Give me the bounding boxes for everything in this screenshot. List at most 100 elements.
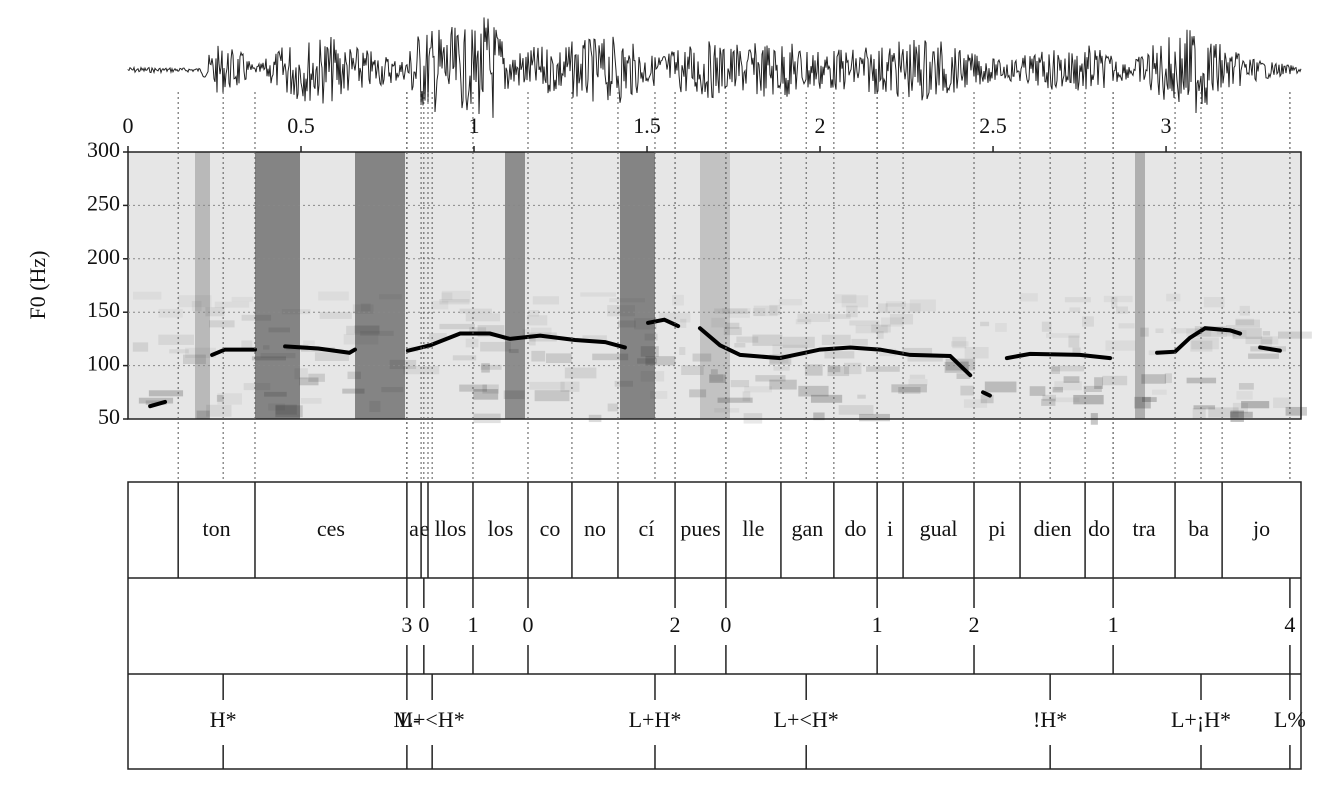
energy-blob (980, 321, 990, 327)
energy-blob (360, 330, 394, 336)
energy-blob (650, 390, 668, 399)
energy-blob (841, 295, 869, 308)
energy-blob (753, 305, 778, 317)
energy-blob (452, 355, 477, 361)
energy-blob (980, 394, 994, 404)
spectrogram (128, 152, 1301, 419)
energy-blob (1262, 331, 1271, 336)
energy-blob (1046, 333, 1080, 338)
energy-blob (132, 291, 162, 300)
energy-blob (580, 292, 617, 297)
energy-blob (319, 311, 352, 319)
y-axis-title: F0 (Hz) (25, 250, 50, 319)
energy-blob (1235, 318, 1255, 326)
energy-blob (303, 340, 315, 346)
x-tick-label: 2 (815, 113, 826, 138)
break-label: 1 (872, 612, 883, 637)
energy-blob (1232, 402, 1249, 414)
energy-blob (1203, 296, 1225, 308)
energy-blob (1068, 335, 1080, 348)
energy-blob (1277, 331, 1312, 339)
energy-blob (582, 335, 607, 341)
energy-blob (672, 294, 684, 306)
energy-blob (728, 311, 750, 318)
energy-blob (881, 317, 904, 327)
energy-blob (1192, 408, 1206, 419)
energy-blob (354, 325, 380, 334)
energy-blob (821, 334, 851, 346)
energy-blob (1042, 394, 1056, 401)
energy-blob (709, 374, 727, 384)
energy-band (505, 152, 525, 419)
energy-blob (995, 323, 1007, 332)
energy-blob (744, 386, 773, 393)
energy-blob (308, 373, 325, 382)
energy-blob (148, 390, 184, 397)
energy-blob (857, 394, 866, 399)
energy-blob (299, 377, 319, 386)
energy-band (355, 152, 405, 419)
syllable-label: pues (680, 516, 720, 541)
syllable-label: gan (792, 516, 824, 541)
energy-blob (132, 342, 149, 352)
energy-blob (1238, 383, 1254, 390)
syllable-label: ba (1188, 516, 1209, 541)
energy-blob (742, 391, 751, 402)
energy-blob (709, 374, 724, 382)
energy-blob (956, 373, 970, 379)
energy-blob (804, 364, 823, 376)
energy-blob (379, 294, 402, 300)
energy-blob (734, 343, 746, 348)
energy-blob (318, 291, 349, 301)
energy-blob (755, 375, 786, 382)
syllable-label: tra (1132, 516, 1155, 541)
energy-blob (251, 356, 286, 361)
energy-blob (480, 341, 511, 352)
energy-blob (877, 303, 888, 313)
energy-blob (778, 299, 803, 306)
energy-blob (607, 403, 618, 412)
energy-blob (439, 323, 475, 330)
break-label: 0 (522, 612, 533, 637)
energy-blob (360, 303, 371, 312)
energy-blob (844, 362, 862, 375)
energy-blob (534, 390, 570, 402)
energy-blob (1216, 329, 1235, 335)
energy-blob (909, 299, 936, 312)
energy-blob (441, 290, 471, 303)
energy-blob (439, 298, 470, 305)
energy-blob (196, 410, 210, 419)
break-label: 3 (401, 612, 412, 637)
energy-blob (1029, 386, 1046, 396)
energy-blob (183, 354, 206, 365)
energy-blob (866, 366, 900, 372)
energy-blob (838, 405, 874, 415)
energy-blob (752, 334, 783, 346)
energy-blob (185, 347, 216, 358)
energy-blob (889, 314, 914, 325)
energy-blob (1082, 316, 1094, 327)
energy-blob (1142, 397, 1157, 402)
tone-label: M- (393, 707, 420, 732)
energy-blob (1069, 307, 1081, 313)
energy-blob (963, 399, 988, 408)
energy-blob (736, 336, 759, 343)
energy-blob (773, 366, 790, 371)
energy-blob (1248, 353, 1279, 359)
y-tick-label: 200 (87, 244, 120, 269)
energy-blob (797, 313, 830, 323)
energy-blob (1041, 321, 1052, 332)
energy-blob (481, 363, 490, 373)
energy-blob (1051, 366, 1060, 374)
energy-blob (209, 320, 235, 328)
energy-blob (1273, 397, 1291, 409)
energy-blob (725, 322, 740, 329)
y-tick-label: 300 (87, 137, 120, 162)
energy-blob (711, 317, 726, 328)
energy-blob (855, 325, 888, 334)
energy-blob (944, 361, 969, 373)
energy-blob (564, 367, 597, 379)
break-label: 1 (1108, 612, 1119, 637)
energy-blob (960, 385, 975, 396)
